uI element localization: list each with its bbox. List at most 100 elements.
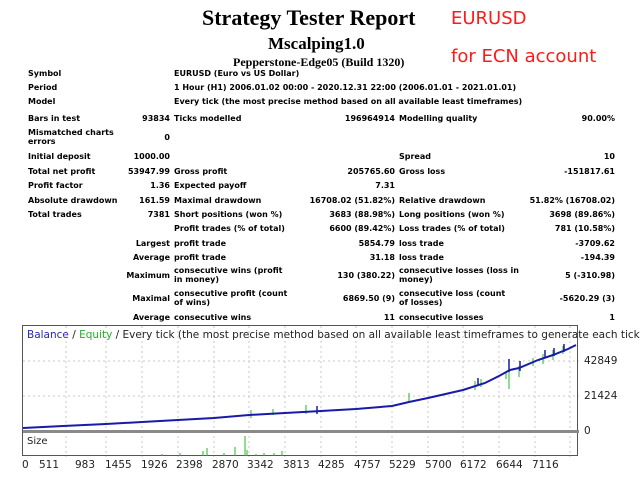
- largest-profit-value: 5854.79: [358, 239, 395, 248]
- largest-loss-label: loss trade: [399, 239, 444, 248]
- x-tick-label: 2870: [212, 459, 239, 471]
- avg-cons-losses-label: consecutive losses: [399, 313, 484, 322]
- avg-cons-wins-label: consecutive wins: [174, 313, 252, 322]
- maximal-cons-loss-value: -5620.29 (3): [559, 294, 615, 303]
- overlay-account-type: for ECN account: [451, 46, 597, 67]
- expected-payoff-value: 7.31: [375, 181, 395, 190]
- gross-loss-label: Gross loss: [399, 167, 446, 176]
- mismatch-value: 0: [164, 133, 170, 142]
- maximal-cons-loss-label: consecutive loss (count of losses): [399, 289, 506, 307]
- chart-plot: [23, 326, 579, 457]
- y-tick-label: 0: [584, 425, 591, 437]
- model-label: Model: [28, 97, 56, 106]
- x-tick-label: 1926: [141, 459, 168, 471]
- symbol-value: EURUSD (Euro vs US Dollar): [174, 69, 300, 78]
- size-panel-label: Size: [27, 436, 48, 447]
- x-tick-label: 6172: [460, 459, 487, 471]
- chart-legend-balance: Balance: [27, 329, 69, 341]
- chart-title: Balance / Equity / Every tick (the most …: [27, 329, 640, 341]
- x-tick-label: 4757: [354, 459, 381, 471]
- x-tick-label: 5229: [389, 459, 416, 471]
- x-tick-label: 6644: [496, 459, 523, 471]
- bars-label: Bars in test: [28, 114, 81, 123]
- quality-value: 90.00%: [581, 114, 615, 123]
- max-cons-losses-value: 5 (-310.98): [565, 271, 615, 280]
- x-tick-label: 983: [75, 459, 96, 471]
- net-profit-value: 53947.99: [127, 167, 170, 176]
- x-tick-label: 511: [39, 459, 60, 471]
- maximal-cons-profit-label: consecutive profit (count of wins): [174, 289, 288, 307]
- period-value: 1 Hour (H1) 2006.01.02 00:00 - 2020.12.3…: [174, 83, 517, 92]
- average-profit-label: profit trade: [174, 253, 227, 262]
- expected-payoff-label: Expected payoff: [174, 181, 247, 190]
- abs-dd-value: 161.59: [139, 196, 170, 205]
- largest-label: Largest: [135, 239, 170, 248]
- short-value: 3683 (88.98%): [329, 210, 395, 219]
- bars-value: 93834: [142, 114, 170, 123]
- max-cons-losses-label: consecutive losses (loss in money): [399, 266, 519, 284]
- mismatch-label: Mismatched charts errors: [28, 128, 114, 146]
- avg-cons-losses-value: 1: [609, 313, 615, 322]
- average-loss-label: loss trade: [399, 253, 444, 262]
- x-tick-label: 5700: [425, 459, 452, 471]
- avg-cons-label: Average: [132, 313, 170, 322]
- average-loss-value: -194.39: [580, 253, 615, 262]
- gross-profit-value: 205765.60: [347, 167, 395, 176]
- server-name: Pepperstone-Edge05 (Build 1320): [233, 55, 405, 69]
- deposit-label: Initial deposit: [28, 152, 91, 161]
- profit-factor-label: Profit factor: [28, 181, 83, 190]
- profit-trades-value: 6600 (89.42%): [329, 224, 395, 233]
- report-title: Strategy Tester Report: [202, 5, 416, 30]
- gross-profit-label: Gross profit: [174, 167, 228, 176]
- maximum-label: Maximum: [126, 271, 170, 280]
- maximal-cons-profit-value: 6869.50 (9): [342, 294, 395, 303]
- profit-factor-value: 1.36: [150, 181, 170, 190]
- long-value: 3698 (89.86%): [549, 210, 615, 219]
- chart-legend-equity: Equity: [79, 329, 113, 341]
- net-profit-label: Total net profit: [28, 167, 96, 176]
- max-cons-wins-label: consecutive wins (profit in money): [174, 266, 283, 284]
- rel-dd-value: 51.82% (16708.02): [529, 196, 615, 205]
- x-tick-label: 2398: [176, 459, 203, 471]
- ticks-value: 196964914: [344, 114, 395, 123]
- x-tick-label: 3813: [283, 459, 310, 471]
- ticks-label: Ticks modelled: [174, 114, 242, 123]
- chart-subtitle: / Every tick (the most precise method ba…: [112, 329, 640, 341]
- average-label: Average: [132, 253, 170, 262]
- avg-cons-wins-value: 11: [383, 313, 395, 322]
- period-label: Period: [28, 83, 58, 92]
- largest-profit-label: profit trade: [174, 239, 227, 248]
- largest-loss-value: -3709.62: [575, 239, 615, 248]
- max-dd-label: Maximal drawdown: [174, 196, 262, 205]
- y-tick-label: 21424: [584, 390, 618, 402]
- x-tick-label: 7116: [532, 459, 559, 471]
- overlay-symbol: EURUSD: [451, 8, 527, 29]
- abs-dd-label: Absolute drawdown: [28, 196, 118, 205]
- spread-value: 10: [603, 152, 615, 161]
- profit-trades-label: Profit trades (% of total): [174, 224, 285, 233]
- gross-loss-value: -151817.61: [564, 167, 615, 176]
- x-tick-label: 0: [22, 459, 29, 471]
- long-label: Long positions (won %): [399, 210, 505, 219]
- rel-dd-label: Relative drawdown: [399, 196, 486, 205]
- model-value: Every tick (the most precise method base…: [174, 97, 523, 106]
- quality-label: Modelling quality: [399, 114, 478, 123]
- symbol-label: Symbol: [28, 69, 62, 78]
- average-profit-value: 31.18: [369, 253, 395, 262]
- loss-trades-value: 781 (10.58%): [554, 224, 615, 233]
- maximal-label: Maximal: [132, 294, 170, 303]
- deposit-value: 1000.00: [133, 152, 170, 161]
- spread-label: Spread: [399, 152, 431, 161]
- max-cons-wins-value: 130 (380.22): [337, 271, 395, 280]
- short-label: Short positions (won %): [174, 210, 283, 219]
- x-tick-label: 4285: [318, 459, 345, 471]
- balance-equity-chart: Balance / Equity / Every tick (the most …: [22, 325, 640, 457]
- total-trades-label: Total trades: [28, 210, 82, 219]
- loss-trades-label: Loss trades (% of total): [399, 224, 505, 233]
- total-trades-value: 7381: [147, 210, 170, 219]
- expert-name: Mscalping1.0: [268, 34, 365, 53]
- y-tick-label: 42849: [584, 355, 618, 367]
- x-tick-label: 1455: [105, 459, 132, 471]
- x-tick-label: 3342: [247, 459, 274, 471]
- max-dd-value: 16708.02 (51.82%): [309, 196, 395, 205]
